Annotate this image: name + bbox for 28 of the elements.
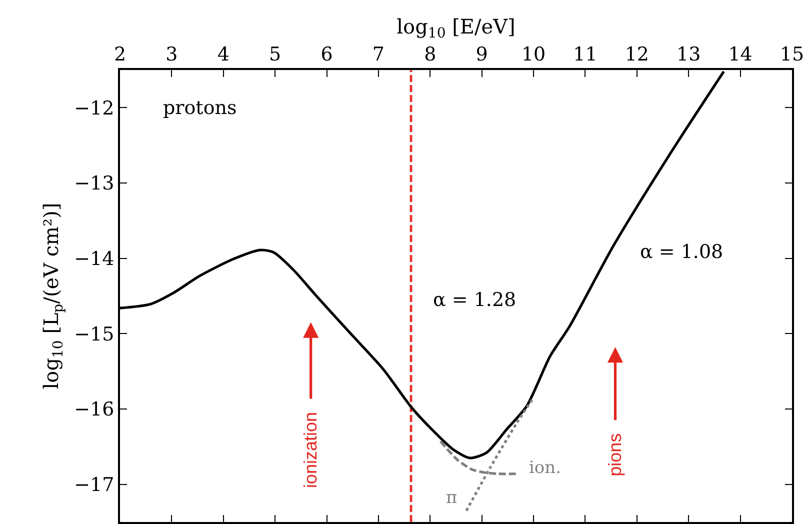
x-axis-title: log$_{10}$ [E/eV] bbox=[396, 14, 516, 42]
y-tick-label: −13 bbox=[74, 172, 114, 195]
x-tick-label: 7 bbox=[372, 43, 385, 66]
annotation: π bbox=[446, 488, 458, 508]
x-tick-label: 2 bbox=[114, 43, 126, 66]
y-tick-label: −12 bbox=[74, 97, 114, 120]
annotation: α = 1.08 bbox=[640, 241, 724, 263]
x-tick-label: 6 bbox=[320, 43, 333, 66]
y-tick-label: −16 bbox=[74, 398, 114, 421]
annotation: pions bbox=[605, 433, 626, 476]
x-tick-label: 3 bbox=[166, 43, 178, 66]
y-tick-label: −17 bbox=[74, 474, 114, 496]
x-tick-label: 9 bbox=[476, 43, 488, 66]
x-tick-label: 4 bbox=[217, 43, 230, 66]
x-tick-label: 11 bbox=[573, 43, 598, 66]
annotation: ionization bbox=[300, 412, 321, 488]
annotation: α = 1.28 bbox=[433, 289, 516, 311]
annotation: protons bbox=[163, 97, 237, 119]
x-tick-label: 5 bbox=[269, 43, 282, 66]
x-tick-label: 13 bbox=[676, 43, 701, 66]
x-tick-label: 10 bbox=[521, 43, 546, 66]
annotation: ion. bbox=[529, 458, 562, 478]
x-tick-label: 12 bbox=[624, 43, 650, 66]
x-tick-label: 15 bbox=[780, 43, 804, 66]
x-tick-label: 14 bbox=[728, 43, 752, 66]
y-tick-label: −14 bbox=[74, 248, 114, 270]
x-tick-label: 8 bbox=[424, 43, 436, 66]
y-tick-label: −15 bbox=[74, 323, 114, 346]
